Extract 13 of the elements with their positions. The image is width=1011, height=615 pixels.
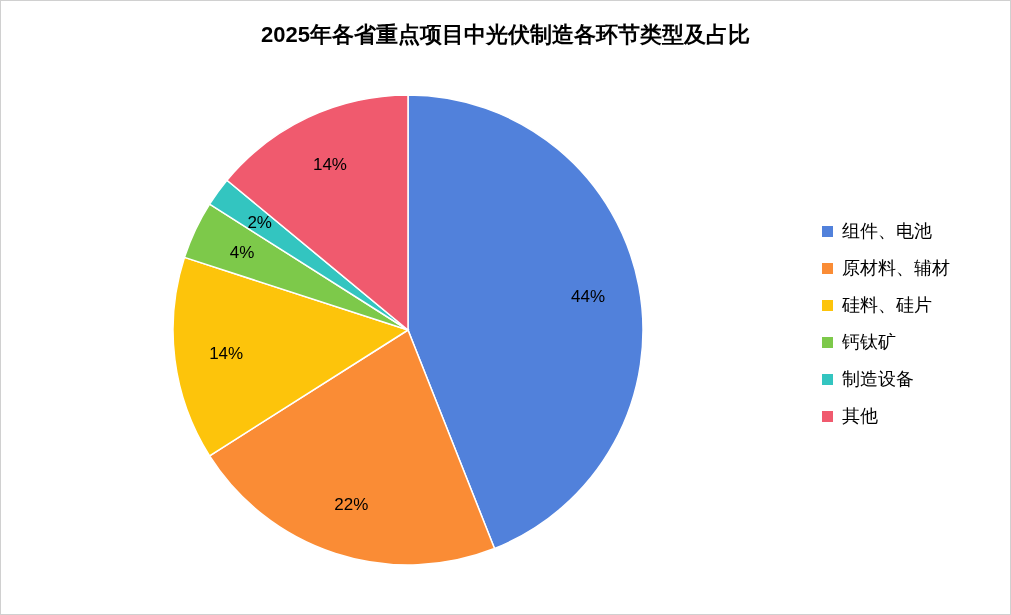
- data-label: 4%: [229, 242, 255, 262]
- data-label: 2%: [247, 213, 272, 233]
- legend-label: 组件、电池: [842, 221, 932, 241]
- data-label: 22%: [334, 495, 369, 515]
- data-label: 14%: [312, 155, 347, 175]
- legend-label: 制造设备: [842, 369, 914, 389]
- data-label: 14%: [209, 343, 244, 363]
- legend-label: 其他: [842, 406, 878, 426]
- legend-label: 原材料、辅材: [842, 258, 950, 278]
- chart-title: 2025年各省重点项目中光伏制造各环节类型及占比: [261, 22, 750, 47]
- data-label: 44%: [571, 286, 606, 306]
- legend-label: 钙钛矿: [841, 332, 896, 352]
- legend-label: 硅料、硅片: [841, 295, 932, 315]
